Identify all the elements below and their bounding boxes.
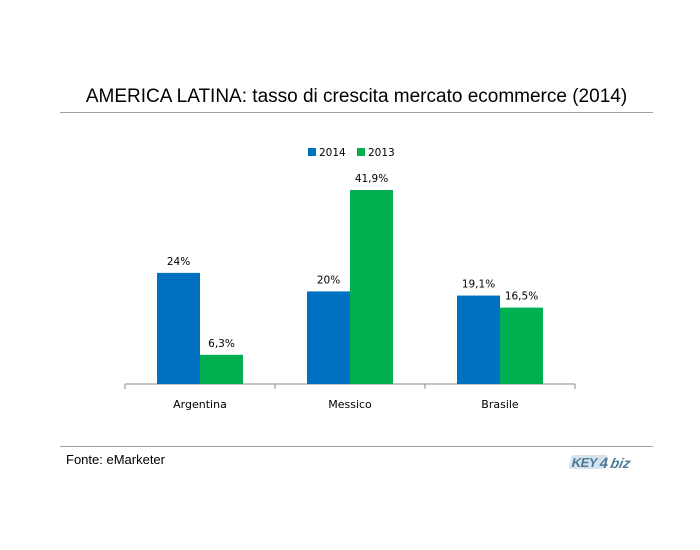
data-label: 20%: [317, 274, 340, 286]
svg-text:biz: biz: [609, 455, 632, 471]
svg-text:KEY: KEY: [570, 455, 599, 470]
bar-2013-brasile: [500, 307, 543, 384]
legend-swatch-2014: [308, 148, 316, 156]
data-label: 6,3%: [208, 338, 235, 350]
bar-2014-argentina: [157, 272, 200, 384]
bar-2014-messico: [307, 291, 350, 384]
data-label: 19,1%: [462, 279, 495, 291]
legend-swatch-2013: [357, 148, 365, 156]
legend-label-2014: 2014: [319, 147, 346, 159]
bar-2013-argentina: [200, 354, 243, 384]
bar-2013-messico: [350, 190, 393, 384]
data-label: 24%: [167, 256, 190, 268]
key4biz-logo: KEY 4 biz: [568, 455, 632, 472]
chart-title: AMERICA LATINA: tasso di crescita mercat…: [85, 86, 628, 107]
x-tick-label: Argentina: [173, 398, 227, 411]
x-tick-label: Messico: [328, 398, 372, 411]
data-label: 41,9%: [355, 173, 388, 185]
title-divider: [60, 112, 653, 113]
data-label: 16,5%: [505, 291, 538, 303]
source-note: Fonte: eMarketer: [66, 452, 165, 467]
bar-2014-brasile: [457, 295, 500, 384]
footer-divider: [60, 446, 653, 447]
legend-label-2013: 2013: [368, 147, 395, 159]
x-tick-label: Brasile: [481, 398, 519, 411]
